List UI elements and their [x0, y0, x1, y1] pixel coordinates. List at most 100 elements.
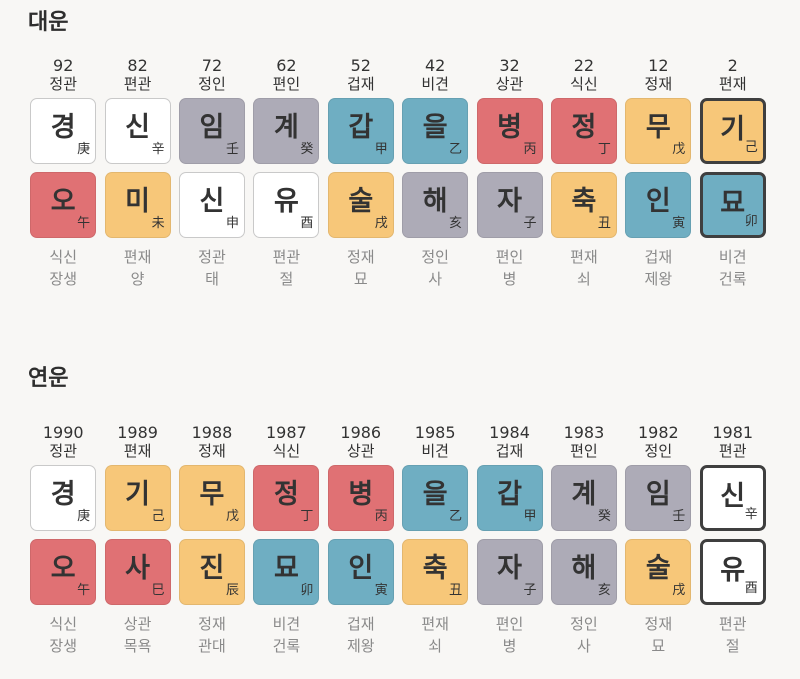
top-ten-god-label: 겁재 [346, 75, 375, 93]
bottom-ten-god-label: 비견 [718, 247, 747, 266]
stem-hangul: 기 [720, 114, 746, 146]
bottom-ten-god-label: 비견 [272, 614, 301, 633]
branch-hangul: 진 [199, 552, 225, 584]
branch-hangul: 유 [720, 554, 746, 586]
stem-hanja: 乙 [449, 142, 463, 158]
life-stage-label: 병 [502, 269, 517, 288]
yeonun-bottom-god-row: 식신 상관 정재 비견 겁재 편재 편인 정인 정재 편관 [26, 613, 770, 635]
top-ten-god-label: 식신 [570, 75, 598, 93]
column-number: 1988 [191, 423, 233, 442]
branch-hanja: 巳 [151, 582, 165, 598]
column-number: 1981 [712, 423, 754, 442]
yeonun-grid: 1990 1989 1988 1987 1986 1985 1984 1983 1982 1981… [26, 423, 770, 657]
stem-hanja: 癸 [300, 142, 314, 158]
branch-hangul: 술 [645, 552, 671, 584]
top-ten-god-label: 정인 [198, 75, 226, 93]
life-stage-label: 목욕 [123, 636, 152, 655]
column-number: 1989 [117, 423, 158, 442]
stem-hangul: 계 [571, 479, 597, 511]
branch-hangul: 자 [497, 552, 522, 584]
column-number: 62 [276, 56, 297, 75]
branch-hanja: 戌 [672, 582, 686, 598]
column-number: 72 [201, 56, 223, 75]
life-stage-label: 양 [130, 269, 145, 288]
bottom-ten-god-label: 정재 [346, 247, 375, 266]
branch-hangul: 유 [273, 185, 299, 217]
top-ten-god-label: 겁재 [495, 442, 524, 460]
bottom-ten-god-label: 편재 [421, 614, 449, 633]
life-stage-label: 건록 [718, 269, 747, 288]
branch-hanja: 亥 [449, 215, 463, 231]
bottom-ten-god-label: 편인 [495, 614, 524, 633]
branch-hangul: 오 [50, 552, 76, 584]
top-ten-god-label: 식신 [272, 442, 301, 460]
column-number: 1985 [414, 423, 456, 442]
column-number: 2 [727, 56, 738, 75]
column-number: 82 [127, 56, 148, 75]
life-stage-label: 묘 [353, 269, 368, 288]
stem-hangul: 임 [645, 479, 671, 511]
bottom-ten-god-label: 식신 [49, 614, 77, 633]
branch-hangul: 인 [348, 552, 374, 584]
bottom-ten-god-label: 편관 [272, 247, 301, 266]
yeonun-title: 연운 [28, 366, 69, 391]
life-stage-label: 건록 [272, 636, 301, 655]
stem-hangul: 병 [497, 112, 522, 144]
column-number: 1983 [563, 423, 605, 442]
stem-hanja: 壬 [672, 509, 686, 525]
top-ten-god-label: 편재 [123, 442, 152, 460]
